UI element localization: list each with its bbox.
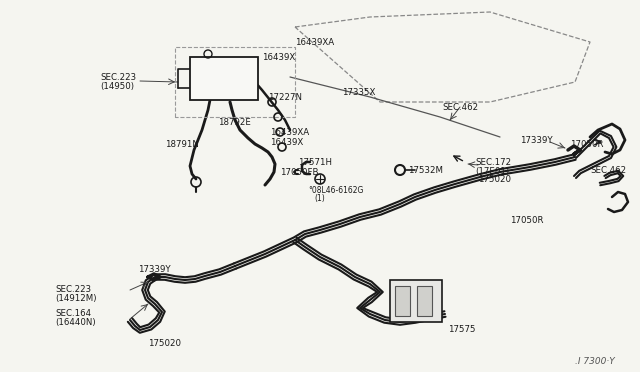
Text: SEC.223: SEC.223 (100, 73, 136, 81)
Text: 18792E: 18792E (218, 118, 251, 126)
Text: SEC.172: SEC.172 (475, 157, 511, 167)
Text: 16439XA: 16439XA (270, 128, 309, 137)
Text: (14912M): (14912M) (55, 295, 97, 304)
Text: 17050R: 17050R (510, 215, 543, 224)
Polygon shape (190, 57, 258, 100)
Text: 175020: 175020 (148, 340, 181, 349)
Text: SEC.462: SEC.462 (590, 166, 626, 174)
Text: 17339Y: 17339Y (520, 135, 552, 144)
Text: (16440N): (16440N) (55, 318, 95, 327)
Polygon shape (395, 286, 410, 316)
Text: .I 7300·Y: .I 7300·Y (575, 357, 615, 366)
Polygon shape (390, 280, 442, 322)
Text: (17E01): (17E01) (475, 167, 509, 176)
Text: 17227N: 17227N (268, 93, 302, 102)
Text: 17571H: 17571H (298, 157, 332, 167)
Text: (1): (1) (315, 193, 325, 202)
Polygon shape (417, 286, 432, 316)
Text: 17575: 17575 (448, 326, 476, 334)
Text: 17050R: 17050R (570, 140, 604, 148)
Text: 16439X: 16439X (270, 138, 303, 147)
Text: 18791N: 18791N (165, 140, 199, 148)
Text: 17050FB: 17050FB (280, 167, 319, 176)
Text: 17335X: 17335X (342, 87, 376, 96)
Text: 175020: 175020 (478, 174, 511, 183)
Text: 16439X: 16439X (262, 52, 295, 61)
Text: 16439XA: 16439XA (295, 38, 334, 46)
Text: 17339Y: 17339Y (138, 266, 171, 275)
Text: SEC.164: SEC.164 (55, 310, 91, 318)
Text: (14950): (14950) (100, 81, 134, 90)
Text: 17532M: 17532M (408, 166, 443, 174)
Text: SEC.462: SEC.462 (442, 103, 478, 112)
Text: SEC.223: SEC.223 (55, 285, 91, 295)
Text: °08L46-6162G: °08L46-6162G (308, 186, 364, 195)
